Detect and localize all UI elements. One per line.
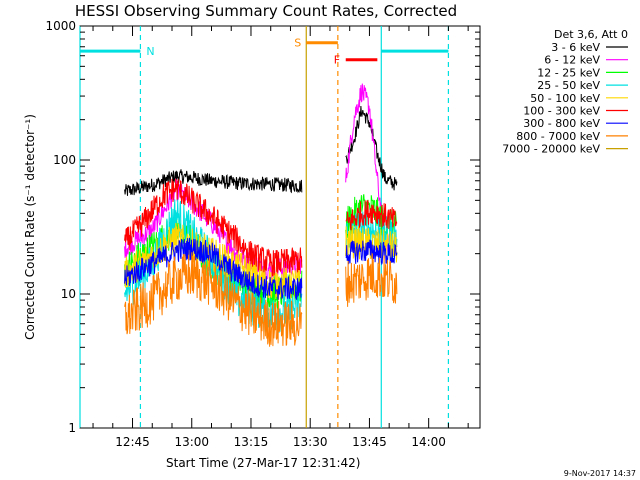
- series-line-800_7000keV: [345, 253, 398, 307]
- legend-entry-label: 12 - 25 keV: [537, 66, 600, 79]
- legend-entry-label: 7000 - 20000 keV: [502, 143, 600, 156]
- series-line-3_6keV: [345, 105, 398, 191]
- series-line-100_300keV: [345, 200, 398, 231]
- annotation-label-n: N: [146, 45, 154, 58]
- y-tick-label: 1: [68, 421, 76, 435]
- legend-entry-label: 300 - 800 keV: [523, 117, 600, 130]
- annotation-label-f: F: [334, 54, 340, 67]
- series-line-800_7000keV: [124, 252, 303, 347]
- y-tick-label: 10: [61, 287, 76, 301]
- series-line-300_800keV: [345, 239, 398, 266]
- annotation-label-s: S: [294, 37, 301, 50]
- legend-entry-label: 50 - 100 keV: [530, 92, 600, 105]
- legend-entry-label: 100 - 300 keV: [523, 105, 600, 118]
- x-tick-label: 13:00: [174, 435, 209, 449]
- series-line-3_6keV: [124, 169, 303, 196]
- y-axis: 1 10 100 1000: [45, 19, 480, 435]
- legend-title: Det 3,6, Att 0: [554, 28, 628, 41]
- annotations: N S F: [80, 26, 449, 428]
- x-tick-label: 13:15: [234, 435, 269, 449]
- x-tick-label: 13:45: [352, 435, 387, 449]
- data-series: [124, 83, 398, 347]
- timestamp: 9-Nov-2017 14:37: [564, 469, 636, 478]
- chart-title: HESSI Observing Summary Count Rates, Cor…: [75, 2, 457, 20]
- legend-entry-label: 800 - 7000 keV: [516, 130, 600, 143]
- x-tick-label: 13:30: [293, 435, 328, 449]
- series-line-100_300keV: [124, 178, 303, 277]
- series-line-300_800keV: [124, 237, 303, 300]
- y-tick-label: 1000: [45, 19, 76, 33]
- x-axis: 12:45 13:00 13:15 13:30 13:45 14:00: [92, 26, 469, 449]
- legend-entry-label: 25 - 50 keV: [537, 79, 600, 92]
- x-tick-label: 12:45: [115, 435, 150, 449]
- x-axis-label: Start Time (27-Mar-17 12:31:42): [166, 456, 360, 470]
- x-tick-label: 14:00: [411, 435, 446, 449]
- y-tick-label: 100: [53, 153, 76, 167]
- y-axis-label: Corrected Count Rate (s⁻¹ detector⁻¹): [23, 114, 37, 340]
- legend-entry-label: 3 - 6 keV: [551, 41, 600, 54]
- legend-entry-label: 6 - 12 keV: [544, 54, 600, 67]
